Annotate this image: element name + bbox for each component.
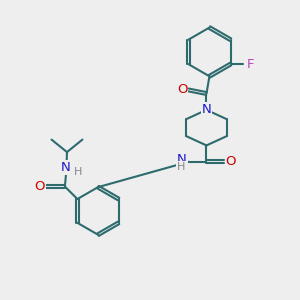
Text: O: O — [226, 155, 236, 168]
Text: H: H — [177, 162, 186, 172]
Text: N: N — [202, 103, 211, 116]
Text: H: H — [74, 167, 82, 177]
Text: O: O — [35, 180, 45, 193]
Text: O: O — [177, 83, 187, 97]
Text: N: N — [177, 153, 187, 166]
Text: F: F — [247, 58, 254, 70]
Text: N: N — [60, 161, 70, 174]
